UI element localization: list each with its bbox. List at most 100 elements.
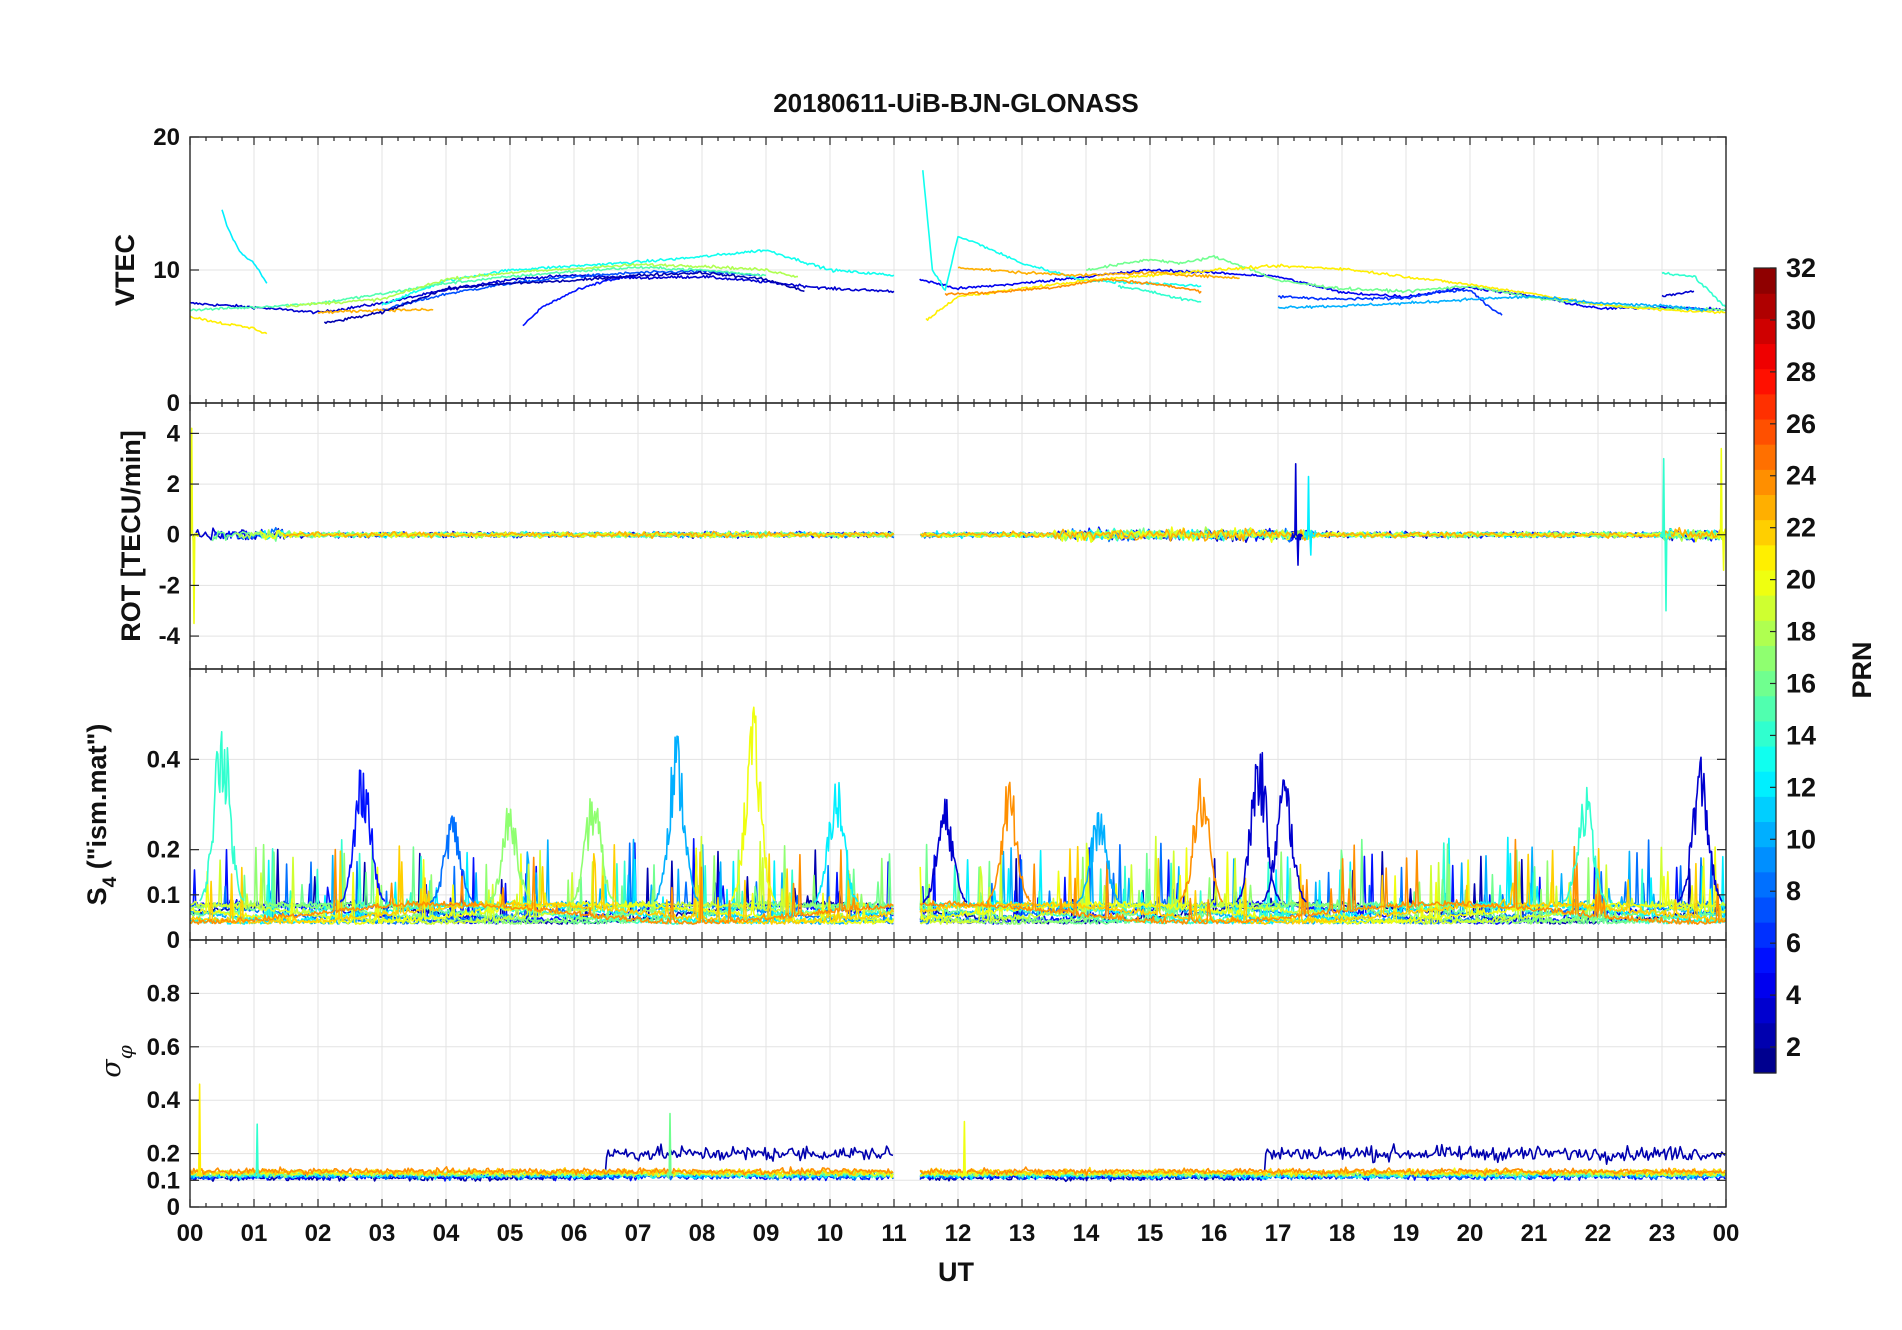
series-prn-24-peak-9 bbox=[986, 781, 1032, 903]
series-prn-14-peak-14 bbox=[1562, 786, 1608, 903]
series-prn-17-peak-3 bbox=[487, 807, 533, 904]
series-prn-18-5 bbox=[285, 262, 798, 308]
xtick-label: 03 bbox=[369, 1220, 396, 1247]
series-prn-8-peak-2 bbox=[429, 815, 475, 904]
ytick-label: 20 bbox=[153, 124, 180, 151]
colorbar-segment bbox=[1754, 745, 1776, 772]
xtick-marks-rot bbox=[189, 403, 1727, 669]
colorbar-segment bbox=[1754, 997, 1776, 1024]
data-s4 bbox=[190, 706, 1726, 925]
xtick-label: 19 bbox=[1393, 1220, 1420, 1247]
colorbar-segment bbox=[1754, 494, 1776, 521]
panel-s4: 0 0.1 0.2 0.4 S4 ("ism.mat") bbox=[82, 668, 1727, 954]
series-prn-3-peak-13 bbox=[1261, 779, 1307, 903]
series-prn-3-20 bbox=[1661, 290, 1695, 298]
series-prn-21-6 bbox=[190, 315, 268, 335]
colorbar-tick-label: 14 bbox=[1786, 720, 1816, 750]
colorbar-segment bbox=[1754, 972, 1776, 999]
series-prn-23-7 bbox=[317, 307, 434, 315]
y-axis-label-s4: S4 ("ism.mat") bbox=[82, 724, 121, 906]
xtick-label: 04 bbox=[433, 1220, 460, 1247]
xtick-label: 10 bbox=[817, 1220, 844, 1247]
series-prn-3-peak-12 bbox=[1235, 751, 1281, 903]
colorbar-tick-label: 26 bbox=[1786, 409, 1816, 439]
panel-sigphi: 00.10.2 0.4 0.6 0.8 σφ bbox=[96, 939, 1727, 1221]
series-prn-21-13 bbox=[925, 263, 1726, 321]
series-prn-5-peak-1 bbox=[339, 769, 386, 903]
colorbar-tick-label: 4 bbox=[1786, 980, 1801, 1010]
xtick-label: 09 bbox=[753, 1220, 780, 1247]
colorbar-frame bbox=[1753, 267, 1777, 1074]
series-prn-2-9 bbox=[323, 271, 805, 324]
data-rot bbox=[190, 427, 1726, 625]
colorbar-tick-label: 12 bbox=[1786, 772, 1816, 802]
colorbar-segment bbox=[1754, 670, 1776, 697]
y-axis-label-vtec: VTEC bbox=[110, 234, 140, 306]
series-prn-22-base bbox=[190, 844, 1726, 925]
colorbar-segment bbox=[1754, 645, 1776, 672]
series-prn-7-1 bbox=[381, 269, 761, 311]
colorbar-segment bbox=[1754, 595, 1776, 621]
ytick-label: -4 bbox=[159, 623, 181, 650]
xtick-label: 00 bbox=[177, 1220, 204, 1247]
xtick-marks-s4 bbox=[189, 669, 1727, 940]
xtick-label: 12 bbox=[945, 1220, 972, 1247]
colorbar-tick-label: 28 bbox=[1786, 357, 1816, 387]
colorbar-tick-label: 18 bbox=[1786, 617, 1816, 647]
colorbar-segment bbox=[1754, 1047, 1776, 1074]
series-prn-24-noise bbox=[190, 1166, 1726, 1177]
series-prn-5-8 bbox=[522, 274, 638, 327]
xtick-label: 13 bbox=[1009, 1220, 1036, 1247]
series-prn-12-2 bbox=[221, 209, 268, 284]
series-prn-3-0 bbox=[190, 274, 895, 315]
colorbar-segment bbox=[1754, 368, 1776, 395]
series-prn-24-peak-11 bbox=[1178, 778, 1224, 903]
colorbar-segment bbox=[1754, 771, 1776, 797]
series-prn-3-peak-15 bbox=[1677, 756, 1723, 903]
ylabel-main: σ bbox=[96, 1058, 127, 1078]
panel-vtec: 0 10 20 VTEC bbox=[110, 124, 1727, 417]
series-prn-14-spike-3 bbox=[1659, 457, 1672, 612]
series-prn-20-peak-6 bbox=[730, 706, 776, 902]
series-prn-12-spike-2 bbox=[1303, 475, 1317, 556]
grid-sigphi bbox=[190, 940, 1726, 1207]
colorbar-segment bbox=[1754, 720, 1776, 747]
xtick-label: 02 bbox=[305, 1220, 332, 1247]
ytick-label: 0.8 bbox=[147, 980, 180, 1007]
series-prn-21-spike-0 bbox=[196, 1083, 204, 1177]
xtick-label: 07 bbox=[625, 1220, 652, 1247]
ytick-label: 0.4 bbox=[147, 1087, 181, 1114]
series-prn-12-peak-7 bbox=[813, 781, 859, 903]
series-prn-3-spike-1 bbox=[1291, 463, 1304, 566]
colorbar-segment bbox=[1754, 947, 1776, 973]
ytick-label: 0 bbox=[167, 927, 180, 954]
xtick-label: 23 bbox=[1649, 1220, 1676, 1247]
colorbar-tick-label: 24 bbox=[1786, 461, 1816, 491]
ytick-label: 0.4 bbox=[147, 746, 181, 773]
series-prn-6-17 bbox=[1277, 288, 1503, 316]
colorbar-segment bbox=[1754, 620, 1776, 646]
colorbar-segment bbox=[1754, 469, 1776, 496]
xtick-label: 06 bbox=[561, 1220, 588, 1247]
data-sigphi bbox=[190, 1083, 1726, 1183]
ytick-label: 0.2 bbox=[147, 1141, 180, 1168]
series-prn-20-spike-4 bbox=[1716, 447, 1726, 571]
series-prn-15-4 bbox=[190, 265, 767, 312]
series-prn-24-base bbox=[190, 838, 1726, 925]
chart-title: 20180611-UiB-BJN-GLONASS bbox=[773, 88, 1139, 118]
ytick-label: 10 bbox=[153, 257, 180, 284]
xtick-label: 22 bbox=[1585, 1220, 1612, 1247]
xtick-label: 17 bbox=[1265, 1220, 1292, 1247]
ylabel-sub: 4 bbox=[100, 876, 121, 887]
series-prn-14-peak-0 bbox=[199, 731, 245, 902]
series-prn-10-peak-5 bbox=[653, 735, 699, 902]
ytick-label: 0.1 bbox=[147, 1167, 180, 1194]
colorbar-tick-label: 20 bbox=[1786, 565, 1816, 595]
colorbar-segment bbox=[1754, 318, 1776, 345]
ylabel-sub: φ bbox=[113, 1045, 137, 1059]
colorbar-segment bbox=[1754, 896, 1776, 923]
series-prn-10-peak-10 bbox=[1075, 812, 1121, 904]
